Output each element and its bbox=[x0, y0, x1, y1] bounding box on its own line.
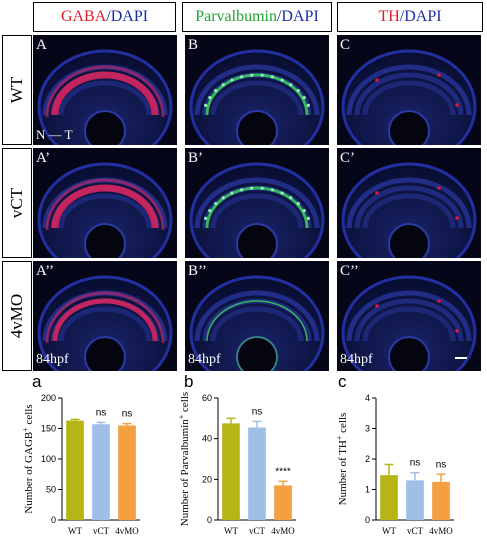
panel-label: A bbox=[36, 37, 47, 53]
header-gaba-text: GABA bbox=[60, 8, 107, 25]
y-tick-label: 4 bbox=[365, 393, 370, 403]
row-label-text: 4vMO bbox=[7, 293, 26, 339]
category-label: vCT bbox=[93, 526, 110, 536]
y-tick-label: 1 bbox=[365, 485, 370, 495]
row-label-4vmo: 4vMO bbox=[2, 261, 32, 371]
category-label: WT bbox=[224, 526, 238, 536]
micrograph-panel: A N — T bbox=[33, 35, 177, 145]
retina-image bbox=[337, 261, 481, 371]
header-th-dapi: TH/DAPI bbox=[337, 2, 483, 32]
significance-label: ns bbox=[410, 458, 421, 469]
micrograph-panel: A’ bbox=[33, 148, 177, 258]
y-tick-label: 2 bbox=[365, 454, 370, 464]
category-label: 4vMO bbox=[429, 526, 453, 536]
scale-bar bbox=[455, 357, 467, 359]
y-tick-label: 0 bbox=[207, 515, 212, 525]
bar-chart-parvalbumin: b 0 20 40 60 Number of Parvalbumin+ cells WT v… bbox=[162, 372, 324, 550]
retina-image bbox=[33, 35, 177, 145]
row-label-vct: vCT bbox=[2, 148, 32, 258]
category-label: 4vMO bbox=[115, 526, 139, 536]
chart-svg: 0 1 2 3 4 Number of TH+ cells WT vCT ns 4vMO ns bbox=[335, 393, 454, 536]
y-tick-label: 60 bbox=[202, 393, 212, 403]
panel-label: C’’ bbox=[340, 263, 359, 279]
y-axis-label: Number of GAGB+ cells bbox=[21, 404, 35, 513]
header-th-text: TH bbox=[378, 8, 400, 25]
retina-image bbox=[337, 35, 481, 145]
category-label: vCT bbox=[407, 526, 424, 536]
timepoint-label: 84hpf bbox=[188, 352, 221, 367]
panel-label: B’ bbox=[188, 150, 203, 166]
micrograph-panel: A’’ 84hpf bbox=[33, 261, 177, 371]
bar bbox=[406, 480, 424, 520]
panel-label: A’ bbox=[36, 150, 51, 166]
panel-label: C bbox=[340, 37, 351, 53]
retina-image bbox=[185, 148, 329, 258]
micrograph-panel: C’’ 84hpf bbox=[337, 261, 481, 371]
retina-image bbox=[185, 261, 329, 371]
bar bbox=[274, 485, 292, 520]
y-tick-label: 100 bbox=[41, 454, 56, 464]
micrograph-panel: B’’ 84hpf bbox=[185, 261, 329, 371]
y-tick-label: 200 bbox=[41, 393, 56, 403]
orientation-label: N — T bbox=[36, 127, 73, 142]
y-tick-label: 150 bbox=[41, 424, 56, 434]
bar bbox=[92, 424, 110, 520]
timepoint-label: 84hpf bbox=[36, 352, 69, 367]
significance-label: ns bbox=[122, 409, 133, 420]
header-pv-text: Parvalbumin bbox=[195, 8, 277, 25]
panel-label: B bbox=[188, 37, 199, 53]
chart-panel-letter: b bbox=[184, 372, 194, 391]
micrograph-panel: C’ bbox=[337, 148, 481, 258]
row-label-wt: WT bbox=[2, 35, 32, 145]
timepoint-label: 84hpf bbox=[340, 352, 373, 367]
header-parvalbumin-dapi: Parvalbumin/DAPI bbox=[182, 2, 332, 32]
bar bbox=[66, 420, 84, 520]
y-axis-label: Number of Parvalbumin+ cells bbox=[177, 392, 191, 526]
panel-label: C’ bbox=[340, 150, 355, 166]
retina-image bbox=[337, 148, 481, 258]
chart-panel-letter: a bbox=[32, 372, 42, 391]
header-th-dapi-text: /DAPI bbox=[399, 8, 442, 25]
panel-label: B’’ bbox=[188, 263, 207, 279]
y-tick-label: 0 bbox=[365, 515, 370, 525]
header-gaba-dapi-text: /DAPI bbox=[106, 8, 149, 25]
bar-chart-th: c 0 1 2 3 4 Number of TH+ cells WT vCT ns 4vMO ns bbox=[324, 372, 487, 550]
y-axis-label: Number of TH+ cells bbox=[335, 413, 349, 506]
significance-label: ns bbox=[96, 407, 107, 418]
y-tick-label: 0 bbox=[51, 515, 56, 525]
row-label-text: WT bbox=[7, 76, 26, 104]
bar-chart-gaba: a 0 50 100 150 200 Number of GAGB+ cells WT vCT… bbox=[0, 372, 162, 550]
retina-image bbox=[33, 261, 177, 371]
category-label: WT bbox=[382, 526, 396, 536]
chart-svg: 0 50 100 150 200 Number of GAGB+ cells WT vCT ns… bbox=[21, 393, 140, 536]
y-tick-label: 20 bbox=[202, 474, 212, 484]
panel-label: A’’ bbox=[36, 263, 55, 279]
retina-image bbox=[33, 148, 177, 258]
micrograph-panel: B bbox=[185, 35, 329, 145]
micrograph-panel: B’ bbox=[185, 148, 329, 258]
bar bbox=[248, 427, 266, 520]
bar bbox=[432, 481, 450, 520]
retina-image bbox=[185, 35, 329, 145]
micrograph-panel: C bbox=[337, 35, 481, 145]
y-tick-label: 40 bbox=[202, 434, 212, 444]
y-tick-label: 50 bbox=[46, 485, 56, 495]
significance-label: **** bbox=[275, 466, 291, 477]
category-label: WT bbox=[68, 526, 82, 536]
bar bbox=[380, 475, 398, 520]
chart-panel-letter: c bbox=[338, 372, 347, 391]
category-label: vCT bbox=[249, 526, 266, 536]
chart-svg: 0 20 40 60 Number of Parvalbumin+ cells WT vCT… bbox=[177, 392, 296, 536]
y-tick-label: 3 bbox=[365, 424, 370, 434]
significance-label: ns bbox=[252, 406, 263, 417]
bar bbox=[222, 423, 240, 520]
row-label-text: vCT bbox=[7, 187, 26, 219]
header-gaba-dapi: GABA/DAPI bbox=[33, 2, 176, 32]
category-label: 4vMO bbox=[271, 526, 295, 536]
header-pv-dapi-text: /DAPI bbox=[276, 8, 319, 25]
bar bbox=[118, 425, 136, 520]
significance-label: ns bbox=[436, 459, 447, 470]
